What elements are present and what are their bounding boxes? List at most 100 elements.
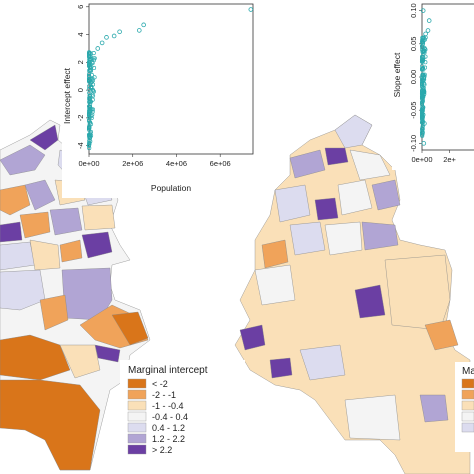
scatter-point bbox=[421, 81, 427, 86]
left-region-w1 bbox=[0, 269, 46, 311]
scatter-point bbox=[420, 38, 425, 43]
scatter-point bbox=[421, 48, 426, 53]
legend-swatch bbox=[461, 400, 474, 411]
y-tick-label: -0.10 bbox=[409, 135, 418, 152]
legend-label: -2 - -1 bbox=[152, 390, 176, 400]
right-region-e2 bbox=[354, 284, 386, 319]
right-region-m2 bbox=[314, 197, 339, 221]
right-region-m5 bbox=[261, 239, 289, 269]
scatter-point bbox=[90, 60, 95, 65]
right-region-n1 bbox=[334, 114, 373, 149]
left-region-s3 bbox=[94, 344, 121, 363]
scatter-point bbox=[422, 74, 427, 79]
scatter-point bbox=[87, 114, 92, 120]
legend-swatch bbox=[127, 378, 147, 389]
x-tick-label: 0e+00 bbox=[78, 159, 99, 168]
scatter-point bbox=[422, 37, 427, 42]
scatter-point bbox=[420, 54, 425, 59]
right-region-n2 bbox=[324, 147, 349, 166]
left-region-c11 bbox=[0, 241, 36, 271]
legend-swatch bbox=[461, 422, 474, 433]
scatter-point bbox=[420, 8, 426, 13]
scatter-point bbox=[87, 142, 92, 147]
legend-swatch bbox=[127, 400, 147, 411]
left-region-c9 bbox=[59, 239, 83, 263]
legend-label: -1 - -0.4 bbox=[152, 401, 184, 411]
left-region-c2 bbox=[24, 179, 56, 211]
scatter-point bbox=[420, 44, 425, 49]
left-legend-title: Marginal intercept bbox=[128, 365, 208, 376]
right-inset-points bbox=[419, 8, 432, 146]
scatter-point bbox=[419, 130, 425, 135]
right-region-m1 bbox=[274, 184, 311, 223]
scatter-point bbox=[86, 135, 92, 140]
y-tick-label: 0.00 bbox=[409, 70, 418, 85]
y-tick-label: 2 bbox=[76, 60, 85, 64]
scatter-point bbox=[88, 139, 93, 144]
scatter-point bbox=[88, 110, 93, 115]
scatter-point bbox=[422, 72, 427, 77]
scatter-point bbox=[420, 84, 425, 89]
right-region-s1 bbox=[424, 319, 459, 351]
legend-label: < -2 bbox=[152, 379, 168, 389]
left-inset-ylabel: Intercept effect bbox=[62, 67, 72, 124]
x-tick-label: 2e+06 bbox=[122, 159, 143, 168]
left-region-s4 bbox=[0, 334, 71, 381]
scatter-point bbox=[421, 141, 427, 146]
scatter-point bbox=[422, 121, 427, 126]
right-region-n4 bbox=[349, 149, 391, 181]
left-inset: 6 4 2 0 -2 -4 0e+00 2e+06 4e+06 6e+06 Intercept … bbox=[62, 0, 258, 198]
y-tick-label: -2 bbox=[76, 115, 85, 122]
left-inset-xlabel: Population bbox=[151, 183, 191, 193]
scatter-point bbox=[99, 40, 105, 46]
scatter-point bbox=[87, 65, 92, 70]
left-region-s6 bbox=[59, 344, 101, 379]
legend-swatch bbox=[127, 433, 147, 444]
legend-label: 1.2 - 2.2 bbox=[152, 434, 185, 444]
scatter-point bbox=[420, 115, 426, 120]
right-region-w1 bbox=[254, 264, 296, 306]
scatter-point bbox=[419, 111, 425, 116]
scatter-point bbox=[422, 65, 428, 70]
scatter-point bbox=[87, 87, 92, 92]
right-inset-ylabel: Slope effect bbox=[392, 52, 402, 97]
scatter-point bbox=[87, 50, 92, 55]
right-inset-bg bbox=[392, 0, 474, 170]
legend-label: -0.4 - 0.4 bbox=[152, 412, 188, 422]
y-tick-label: 0.05 bbox=[409, 37, 418, 52]
right-region-e1 bbox=[384, 254, 451, 331]
right-legend: Marg bbox=[455, 362, 474, 452]
left-region-c8 bbox=[81, 204, 116, 231]
scatter-point bbox=[88, 56, 93, 61]
left-region-c5 bbox=[0, 221, 23, 243]
scatter-point bbox=[87, 133, 92, 138]
legend-label: 0.4 - 1.2 bbox=[152, 423, 185, 433]
scatter-point bbox=[419, 102, 425, 107]
y-tick-label: 0.10 bbox=[409, 3, 418, 18]
y-tick-label: -4 bbox=[76, 142, 85, 149]
left-region-north2 bbox=[0, 144, 46, 176]
left-legend-items: < -2-2 - -1-1 - -0.4-0.4 - 0.40.4 - 1.21… bbox=[127, 378, 188, 455]
left-inset-frame bbox=[88, 3, 254, 155]
scatter-point bbox=[419, 100, 425, 105]
scatter-point bbox=[425, 28, 431, 33]
legend-swatch bbox=[127, 422, 147, 433]
left-region-w2 bbox=[39, 294, 69, 331]
left-region-s2 bbox=[111, 311, 149, 346]
scatter-point bbox=[141, 22, 146, 28]
x-tick-label: 6e+06 bbox=[210, 159, 231, 168]
scatter-point bbox=[92, 75, 97, 80]
scatter-point bbox=[90, 76, 95, 81]
right-map bbox=[234, 114, 471, 474]
left-inset-x-ticks: 0e+00 2e+06 4e+06 6e+06 bbox=[78, 154, 231, 168]
left-inset-points bbox=[86, 7, 254, 151]
scatter-point bbox=[95, 46, 101, 51]
scatter-point bbox=[420, 59, 425, 64]
y-tick-label: 4 bbox=[76, 32, 85, 36]
x-tick-label: 4e+06 bbox=[166, 159, 187, 168]
y-tick-label: -0.05 bbox=[409, 102, 418, 119]
right-region-m6 bbox=[289, 221, 326, 256]
right-legend-title: Marg bbox=[462, 366, 474, 377]
legend-swatch bbox=[127, 444, 147, 455]
